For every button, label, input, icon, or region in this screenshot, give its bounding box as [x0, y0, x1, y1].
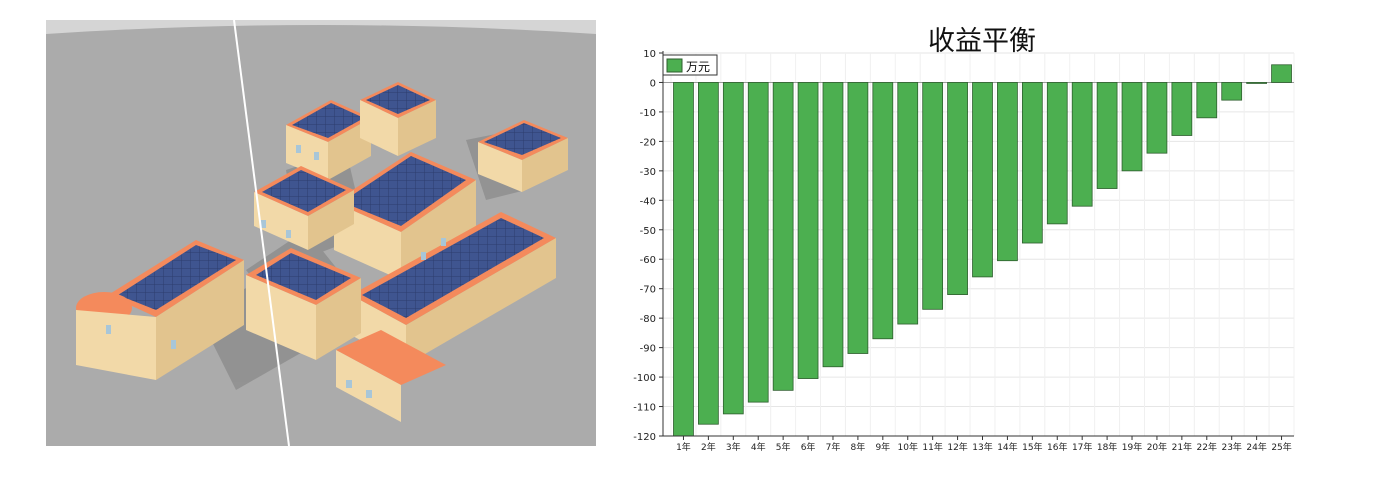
x-tick-label: 23年 — [1221, 441, 1241, 453]
y-tick-label: -110 — [633, 403, 656, 414]
x-tick-label: 17年 — [1072, 441, 1092, 453]
bar — [1196, 82, 1218, 119]
bar — [772, 82, 794, 391]
y-tick-label: -50 — [640, 226, 656, 237]
x-tick-label: 7年 — [826, 441, 841, 453]
x-tick-label: 22年 — [1197, 441, 1217, 453]
x-tick-label: 12年 — [947, 441, 967, 453]
building-top-center — [286, 82, 436, 180]
bar — [673, 82, 694, 437]
bar — [1221, 82, 1243, 101]
bar — [747, 82, 769, 403]
y-tick-label: -30 — [640, 167, 656, 178]
x-tick-label: 1年 — [676, 441, 691, 453]
y-tick-label: -60 — [640, 255, 656, 266]
x-axis: 1年 2年 3年 4年 5年 6年 7年 8年 9年 10年 11年 12年 13年 14年 15年 16年 1… — [663, 435, 1294, 453]
bar — [1046, 82, 1068, 225]
bars — [673, 64, 1292, 437]
y-tick-label: -40 — [640, 196, 656, 207]
x-tick-label: 20年 — [1147, 441, 1167, 453]
y-tick-label: -20 — [640, 137, 656, 148]
y-axis: 10 0 -10 -20 -30 -40 -50 -60 -70 -80 -90 -100 -110 -1… — [633, 49, 664, 443]
building-3d-view — [46, 20, 596, 446]
x-tick-label: 19年 — [1122, 441, 1142, 453]
bar — [997, 82, 1018, 262]
payback-chart: 收益平衡 10 0 -10 -20 -30 -40 -50 -60 -70 -80 -90 -100 -… — [633, 26, 1295, 453]
building-small-right — [478, 120, 568, 192]
y-tick-label: -100 — [633, 373, 656, 384]
windows — [106, 145, 446, 398]
x-tick-label: 18年 — [1097, 441, 1117, 453]
x-tick-label: 21年 — [1172, 441, 1192, 453]
x-tick-label: 3年 — [726, 441, 741, 453]
x-tick-label: 9年 — [875, 441, 890, 453]
bar — [797, 82, 819, 379]
y-tick-label: 10 — [643, 49, 656, 60]
x-tick-label: 6年 — [801, 441, 816, 453]
x-tick-label: 14年 — [997, 441, 1017, 453]
bar — [872, 82, 894, 340]
x-tick-label: 4年 — [751, 441, 766, 453]
y-tick-label: 0 — [650, 78, 656, 89]
view-cursor-line — [233, 20, 290, 446]
legend: 万元 — [662, 54, 718, 76]
horizon-arc — [46, 20, 596, 34]
building-left-round — [76, 240, 244, 380]
bar — [1096, 82, 1118, 189]
building-front-center — [246, 248, 361, 360]
bar — [947, 82, 968, 295]
x-tick-label: 13年 — [972, 441, 992, 453]
y-tick-label: -120 — [633, 432, 656, 443]
y-tick-label: -80 — [640, 314, 656, 325]
legend-swatch — [666, 58, 683, 73]
bar — [1121, 82, 1143, 172]
bar — [822, 82, 844, 368]
x-tick-label: 8年 — [851, 441, 866, 453]
bar — [1146, 82, 1168, 154]
x-tick-label: 2年 — [701, 441, 716, 453]
chart-title: 收益平衡 — [928, 26, 1036, 57]
x-tick-label: 16年 — [1047, 441, 1067, 453]
building-left-middle — [254, 166, 354, 250]
y-tick-label: -90 — [640, 344, 656, 355]
bar — [1071, 82, 1093, 207]
x-tick-label: 5年 — [776, 441, 791, 453]
x-tick-label: 24年 — [1246, 441, 1266, 453]
x-tick-label: 25年 — [1271, 441, 1291, 453]
x-tick-label: 15年 — [1022, 441, 1042, 453]
y-tick-label: -10 — [640, 108, 656, 119]
bar — [972, 82, 993, 278]
x-tick-label: 11年 — [922, 441, 942, 453]
bar — [847, 82, 869, 354]
bar — [698, 82, 719, 425]
bar — [922, 82, 944, 310]
bar — [722, 82, 744, 415]
bar — [897, 82, 919, 325]
bar — [1021, 82, 1043, 244]
building-center-large — [334, 152, 476, 280]
y-tick-label: -70 — [640, 285, 656, 296]
x-tick-label: 10年 — [898, 441, 918, 453]
bar — [1271, 64, 1292, 83]
bar — [1171, 82, 1193, 136]
building-long-right — [336, 212, 556, 422]
bar — [1246, 82, 1267, 84]
legend-label: 万元 — [686, 60, 710, 74]
